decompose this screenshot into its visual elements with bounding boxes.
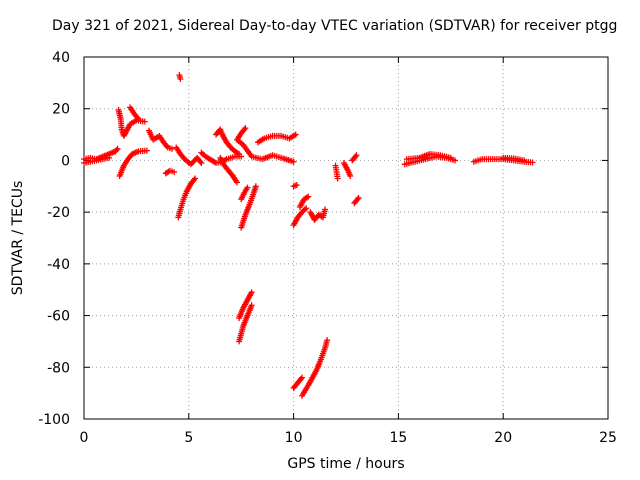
y-tick-label: -40 [47, 257, 70, 273]
x-tick-label: 0 [80, 430, 89, 446]
data-point [106, 154, 113, 161]
grid-lines [84, 57, 608, 419]
data-point [134, 114, 141, 121]
x-tick-label: 25 [599, 430, 617, 446]
x-tick-label: 20 [494, 430, 512, 446]
x-tick-label: 10 [285, 430, 303, 446]
data-point [248, 302, 255, 309]
data-point [244, 184, 251, 191]
data-point [135, 116, 142, 123]
data-point [293, 181, 300, 188]
data-point [324, 337, 331, 344]
data-point [163, 143, 170, 150]
data-point [297, 375, 304, 382]
y-tick-label: -20 [47, 205, 70, 221]
data-point [305, 193, 312, 200]
y-axis-label: SDTVAR / TECUs [10, 180, 26, 296]
data-point [347, 172, 354, 179]
data-point [141, 118, 148, 125]
y-tick-label: 40 [52, 50, 70, 66]
data-point [171, 169, 178, 176]
data-point [143, 147, 150, 154]
data-point [354, 196, 361, 203]
data-point [334, 175, 341, 182]
data-points [81, 72, 536, 399]
x-tick-label: 15 [389, 430, 407, 446]
data-point [177, 75, 184, 82]
data-point [198, 160, 205, 167]
data-point [234, 179, 241, 186]
y-tick-label: 0 [61, 153, 70, 169]
data-point [192, 175, 199, 182]
data-point [303, 205, 310, 212]
data-point [248, 289, 255, 296]
data-point [529, 159, 536, 166]
data-point [355, 194, 362, 201]
data-point [113, 147, 120, 154]
data-point [292, 131, 299, 138]
data-point [197, 158, 204, 165]
y-tick-label: -60 [47, 309, 70, 325]
axis-ticks: 0 5 10 15 20 25 -100 -80 -60 -40 -20 0 20 40 [38, 50, 617, 446]
data-point [114, 145, 121, 152]
x-tick-label: 5 [184, 430, 193, 446]
data-point [169, 145, 176, 152]
data-point [322, 206, 329, 213]
data-point [353, 152, 360, 159]
data-point [290, 158, 297, 165]
plot-area-border [83, 56, 609, 420]
data-point [447, 154, 454, 161]
data-point [252, 183, 259, 190]
data-point [451, 157, 458, 164]
data-point [236, 150, 243, 157]
chart-title: Day 321 of 2021, Sidereal Day-to-day VTE… [52, 18, 618, 34]
y-tick-label: -100 [38, 412, 70, 428]
data-point [191, 176, 198, 183]
data-point [298, 374, 305, 381]
data-point [521, 157, 528, 164]
y-tick-label: 20 [52, 102, 70, 118]
y-tick-label: -80 [47, 360, 70, 376]
data-point [352, 153, 359, 160]
x-axis-label: GPS time / hours [287, 456, 405, 472]
